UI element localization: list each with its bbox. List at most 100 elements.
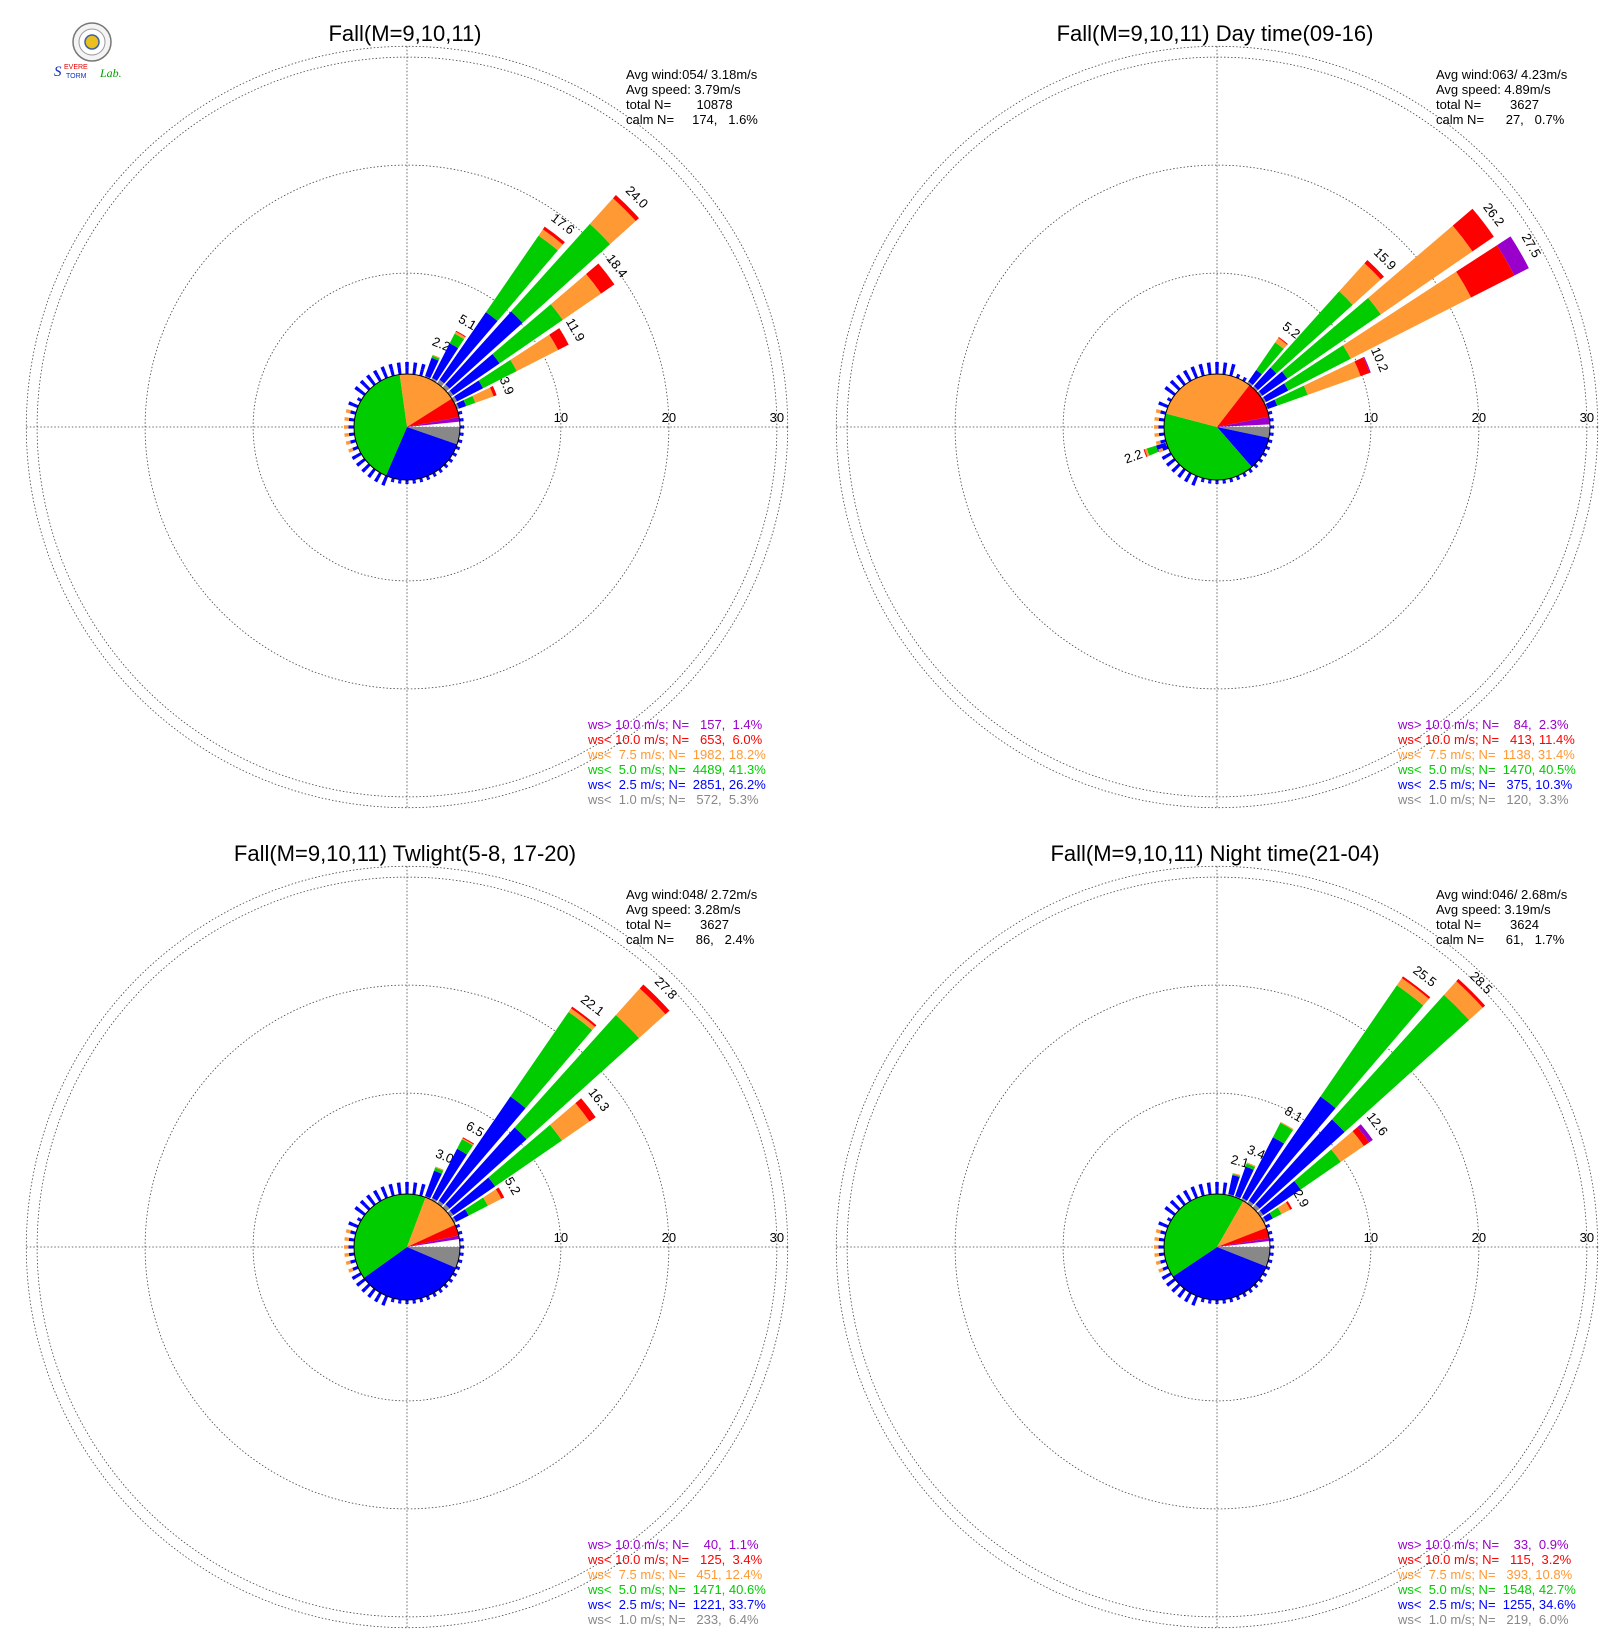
ring-label-20: 20 xyxy=(662,410,676,425)
fringe-bar xyxy=(448,1278,452,1282)
pie-outline xyxy=(353,1193,461,1301)
fringe-bar xyxy=(355,1272,362,1278)
fringe-bar xyxy=(348,1221,354,1227)
outer-grid-circle xyxy=(835,45,1599,809)
fringe-bar xyxy=(1207,1187,1212,1195)
fringe-bar xyxy=(433,474,437,478)
stats-line: Avg wind:054/ 3.18m/s xyxy=(626,67,758,82)
petal-label: 8.1 xyxy=(1282,1103,1305,1125)
petal-segment-4 xyxy=(472,387,494,403)
fringe-bar xyxy=(432,472,436,476)
petal-6 xyxy=(451,1187,505,1223)
fringe-bar xyxy=(1174,463,1181,470)
fringe-bar xyxy=(396,362,401,369)
fringe-bar xyxy=(1179,378,1186,386)
petal-segment-3 xyxy=(1331,994,1470,1133)
petal-6 xyxy=(451,328,569,403)
pie-slice-2 xyxy=(1172,1247,1267,1300)
fringe-bar xyxy=(461,1252,464,1257)
fringe-bar xyxy=(454,1273,458,1277)
fringe-bar xyxy=(1192,1191,1199,1199)
fringe-bar xyxy=(412,1187,417,1195)
fringe-bar xyxy=(369,378,376,386)
petal-segment-2 xyxy=(454,380,484,402)
pie-outline xyxy=(1163,1193,1271,1301)
petal-segment-1 xyxy=(451,1216,457,1223)
fringe-bar xyxy=(1229,369,1235,377)
fringe-bar xyxy=(448,458,452,462)
fringe-bar xyxy=(1176,1194,1183,1201)
legend-entry: ws< 2.5 m/s; N= 1255, 34.6% xyxy=(1398,1597,1576,1612)
wind-rose-panel-3: 3.0 6.5 22.1 27.8 16.3 5.2 10 20 30 Fall(M=9,10,1… xyxy=(0,820,810,1640)
grid-ring-30 xyxy=(36,876,778,1618)
fringe-bar xyxy=(1158,1237,1165,1242)
petal-segment-3 xyxy=(488,1124,562,1187)
fringe-bar xyxy=(1160,439,1167,444)
ring-label-10: 10 xyxy=(554,1230,568,1245)
petal-segment-5 xyxy=(542,226,565,245)
legend-entry: ws> 10.0 m/s; N= 33, 0.9% xyxy=(1398,1537,1569,1552)
stats-line: calm N= 174, 1.6% xyxy=(626,112,758,127)
fringe-bar xyxy=(1154,1245,1159,1249)
fringe-bar xyxy=(389,1189,395,1197)
petal-segment-3 xyxy=(1269,1207,1282,1219)
fringe-bar xyxy=(1161,454,1168,461)
fringe-bar xyxy=(1190,1186,1196,1193)
petal-segment-3 xyxy=(1270,291,1353,374)
fringe-bar xyxy=(413,362,418,369)
fringe-bar xyxy=(355,452,362,458)
petal-segment-1 xyxy=(1247,1200,1254,1207)
fringe-bar xyxy=(344,433,350,437)
petal-segment-3 xyxy=(434,1167,444,1174)
petal-segment-4 xyxy=(615,988,666,1039)
fringe-bar xyxy=(1258,458,1262,462)
petal-segment-3 xyxy=(492,304,563,364)
petal-segment-3 xyxy=(1281,297,1381,379)
petal-1 xyxy=(424,1166,444,1200)
fringe-bar xyxy=(1185,374,1192,382)
fringe-bar xyxy=(396,1182,401,1189)
pie-slice-3 xyxy=(1164,413,1252,480)
pie-slice-3 xyxy=(353,1194,426,1278)
fringe-bar xyxy=(369,1198,376,1206)
fringe-bar xyxy=(459,1230,463,1235)
petal-segment-1 xyxy=(1247,381,1253,387)
fringe-bar xyxy=(1168,398,1172,402)
fringe-bar xyxy=(1154,433,1160,437)
petal-segment-4 xyxy=(1232,1172,1241,1177)
petal-segment-4 xyxy=(1331,1131,1364,1162)
petal-segment-2 xyxy=(1235,1166,1254,1199)
petal-label: 3.4 xyxy=(1245,1142,1267,1163)
fringe-bar xyxy=(345,440,351,445)
petal-3 xyxy=(1241,1121,1294,1203)
pie-slice-2 xyxy=(385,427,458,481)
petal-label: 2.1 xyxy=(1229,1152,1250,1171)
petal-segment-2 xyxy=(1228,1175,1240,1196)
petal-label: 11.9 xyxy=(563,315,588,344)
fringe-bar xyxy=(461,432,464,437)
grid-ring-10 xyxy=(1062,272,1372,582)
fringe-bar xyxy=(439,1289,443,1294)
fringe-bar xyxy=(1242,378,1246,382)
fringe-bar xyxy=(1249,469,1253,474)
petal-segment-1 xyxy=(442,384,450,392)
fringe-bar xyxy=(350,1230,357,1235)
fringe-bar xyxy=(372,1189,379,1197)
pie-slice-5 xyxy=(1217,385,1269,427)
fringe-bar xyxy=(405,479,409,483)
pie-slice-2 xyxy=(1217,427,1269,467)
fringe-bar xyxy=(376,1292,382,1299)
fringe-bar xyxy=(1200,479,1205,483)
fringe-bar xyxy=(1177,1292,1183,1299)
petal-segment-4 xyxy=(435,1166,444,1171)
petal-segment-6 xyxy=(1363,356,1371,373)
fringe-bar xyxy=(1242,472,1246,476)
fringe-bar xyxy=(1162,1265,1169,1271)
petal-segment-5 xyxy=(1278,337,1288,345)
fringe-bar xyxy=(1199,1189,1205,1197)
legend-entry: ws< 1.0 m/s; N= 219, 6.0% xyxy=(1398,1612,1569,1627)
petal-segment-2 xyxy=(1258,371,1288,396)
fringe-bar xyxy=(405,367,409,375)
pie-slice-4 xyxy=(407,1197,456,1247)
fringe-bar xyxy=(1269,1259,1273,1264)
